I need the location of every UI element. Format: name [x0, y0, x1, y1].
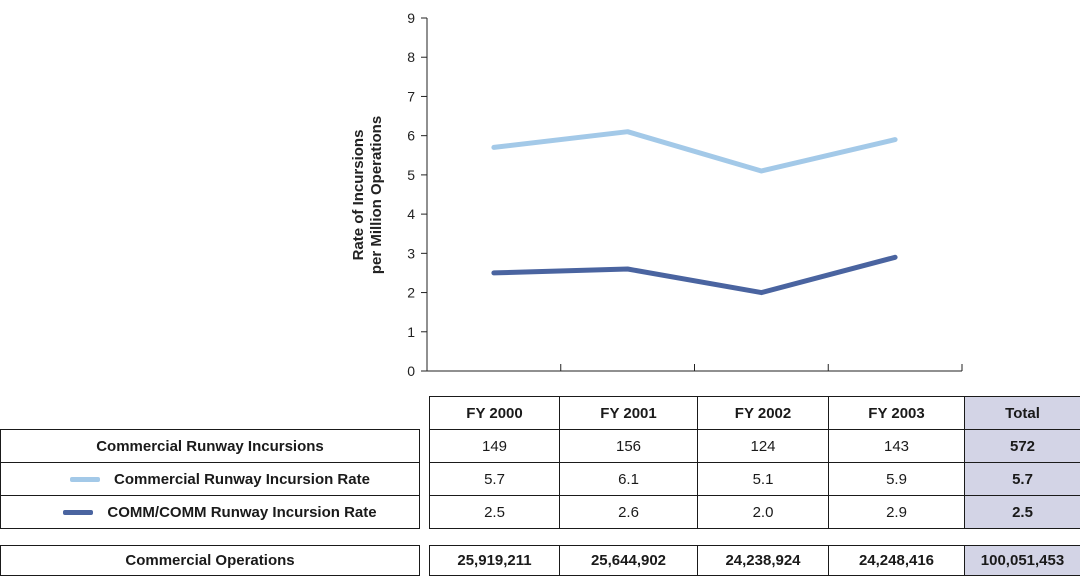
- header-fy2001: FY 2001: [560, 397, 698, 430]
- table-row: Commercial Operations 25,919,211 25,644,…: [1, 546, 1080, 576]
- series-line-commercial-rate: [494, 132, 895, 171]
- gap-cell: [420, 463, 430, 496]
- data-table: FY 2000 FY 2001 FY 2002 FY 2003 Total Co…: [0, 396, 1080, 529]
- y-tick-label: 1: [407, 324, 415, 340]
- row-label: Commercial Runway Incursions: [1, 430, 420, 463]
- legend-swatch-comm-comm: [63, 510, 93, 515]
- total-cell: 572: [965, 430, 1080, 463]
- y-tick-label: 6: [407, 128, 415, 144]
- table-cell: 149: [430, 430, 560, 463]
- header-fy2002: FY 2002: [698, 397, 829, 430]
- y-tick-label: 8: [407, 49, 415, 65]
- table-cell: 2.5: [430, 496, 560, 529]
- table-cell: 2.6: [560, 496, 698, 529]
- total-cell: 100,051,453: [965, 546, 1080, 576]
- table-row: Commercial Runway Incursions 149 156 124…: [1, 430, 1080, 463]
- header-fy2003: FY 2003: [829, 397, 965, 430]
- header-total: Total: [965, 397, 1080, 430]
- y-tick-label: 4: [407, 206, 415, 222]
- total-cell: 2.5: [965, 496, 1080, 529]
- table-cell: 5.9: [829, 463, 965, 496]
- gap-cell: [420, 430, 430, 463]
- y-tick-label: 0: [407, 363, 415, 379]
- y-tick-label: 7: [407, 88, 415, 104]
- operations-table: Commercial Operations 25,919,211 25,644,…: [0, 545, 1080, 576]
- total-cell: 5.7: [965, 463, 1080, 496]
- chart-series: [494, 132, 895, 293]
- table-cell: 2.0: [698, 496, 829, 529]
- table-cell: 24,238,924: [698, 546, 829, 576]
- table-cell: 24,248,416: [829, 546, 965, 576]
- y-tick-label: 2: [407, 285, 415, 301]
- table-cell: 5.7: [430, 463, 560, 496]
- row-label-with-legend: Commercial Runway Incursion Rate: [1, 463, 420, 496]
- y-axis-label-line1: Rate of Incursions: [350, 130, 367, 261]
- legend-swatch-commercial: [70, 477, 100, 482]
- header-blank-cell: [1, 397, 420, 430]
- row-label-with-legend: COMM/COMM Runway Incursion Rate: [1, 496, 420, 529]
- gap-cell: [420, 496, 430, 529]
- y-tick-label: 3: [407, 245, 415, 261]
- line-chart: 0 1 2 3 4 5 6 7 8 9 Rate of Incursions per Millio…: [0, 0, 1080, 392]
- table-cell: 5.1: [698, 463, 829, 496]
- table-row: COMM/COMM Runway Incursion Rate 2.5 2.6 …: [1, 496, 1080, 529]
- series-line-comm-comm-rate: [494, 257, 895, 292]
- y-tick-label: 5: [407, 167, 415, 183]
- x-axis-ticks: [561, 364, 962, 371]
- row-label: Commercial Operations: [1, 546, 420, 576]
- y-tick-label: 9: [407, 10, 415, 26]
- y-axis-ticks: 0 1 2 3 4 5 6 7 8 9: [407, 10, 427, 379]
- table-cell: 25,919,211: [430, 546, 560, 576]
- table-cell: 2.9: [829, 496, 965, 529]
- table-cell: 6.1: [560, 463, 698, 496]
- table-cell: 156: [560, 430, 698, 463]
- table-cell: 25,644,902: [560, 546, 698, 576]
- table-row: Commercial Runway Incursion Rate 5.7 6.1…: [1, 463, 1080, 496]
- y-axis-label-line2: per Million Operations: [368, 116, 385, 274]
- table-cell: 124: [698, 430, 829, 463]
- legend-label: COMM/COMM Runway Incursion Rate: [107, 504, 376, 521]
- header-gap-cell: [420, 397, 430, 430]
- legend-label: Commercial Runway Incursion Rate: [114, 471, 370, 488]
- table-cell: 143: [829, 430, 965, 463]
- header-fy2000: FY 2000: [430, 397, 560, 430]
- table-header-row: FY 2000 FY 2001 FY 2002 FY 2003 Total: [1, 397, 1080, 430]
- gap-cell: [420, 546, 430, 576]
